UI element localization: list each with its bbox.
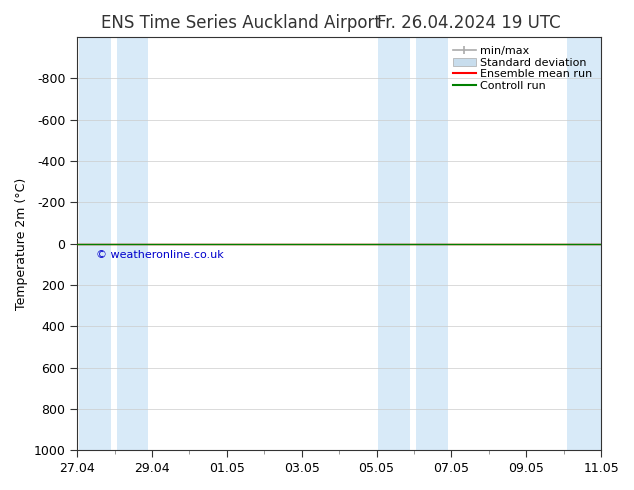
- Bar: [117, 37, 148, 450]
- Legend: min/max, Standard deviation, Ensemble mean run, Controll run: min/max, Standard deviation, Ensemble me…: [450, 43, 595, 94]
- Bar: [378, 37, 410, 450]
- Text: ENS Time Series Auckland Airport: ENS Time Series Auckland Airport: [101, 14, 381, 32]
- Bar: [79, 37, 111, 450]
- Bar: [567, 37, 601, 450]
- Text: © weatheronline.co.uk: © weatheronline.co.uk: [96, 250, 224, 260]
- Text: Fr. 26.04.2024 19 UTC: Fr. 26.04.2024 19 UTC: [377, 14, 561, 32]
- Y-axis label: Temperature 2m (°C): Temperature 2m (°C): [15, 177, 28, 310]
- Bar: [416, 37, 448, 450]
